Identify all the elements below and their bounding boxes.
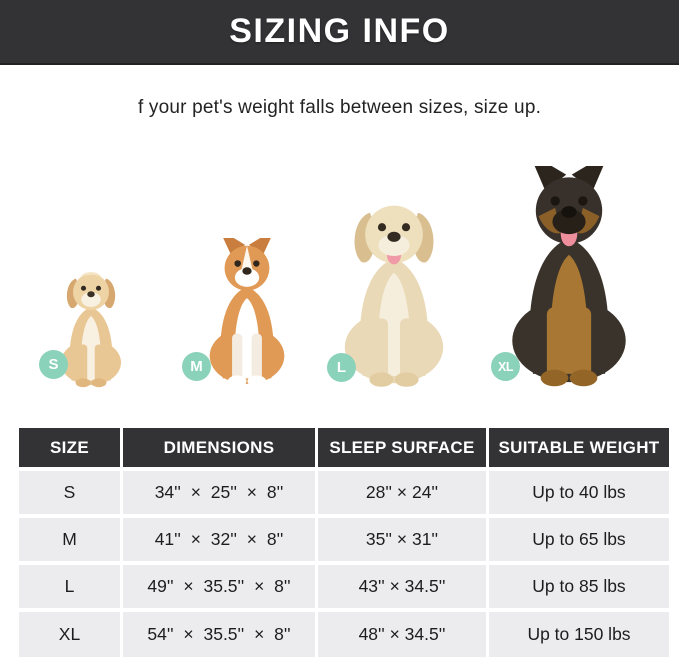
row-xl-sleep-surface: 48'' × 34.5'' — [318, 612, 486, 657]
title-banner: SIZING INFO — [0, 0, 679, 65]
golden-retriever-illustration — [344, 205, 444, 387]
dog-photo-small — [46, 268, 136, 388]
sizing-table: SIZE DIMENSIONS SLEEP SURFACE SUITABLE W… — [19, 428, 669, 657]
row-l-suitable-weight: Up to 85 lbs — [489, 565, 669, 608]
row-s-sleep-surface: 28'' × 24'' — [318, 471, 486, 514]
fluffy-puppy-illustration — [61, 271, 121, 388]
row-xl-size: XL — [19, 612, 120, 657]
row-m-suitable-weight: Up to 65 lbs — [489, 518, 669, 561]
col-header-suitable-weight: SUITABLE WEIGHT — [489, 428, 669, 467]
size-badge-s: S — [39, 350, 68, 379]
col-header-size: SIZE — [19, 428, 120, 467]
german-shepherd-illustration — [512, 166, 626, 387]
dog-photo-medium — [191, 238, 303, 388]
dog-photo-xlarge — [486, 166, 652, 388]
row-l-sleep-surface: 43'' × 34.5'' — [318, 565, 486, 608]
size-badge-l: L — [327, 353, 356, 382]
col-header-dimensions: DIMENSIONS — [123, 428, 315, 467]
size-badge-m: M — [182, 352, 211, 381]
sizing-advice-text: f your pet's weight falls between sizes,… — [137, 97, 542, 118]
size-badge-xl: XL — [491, 352, 520, 381]
row-l-dimensions: 49'' × 35.5'' × 8'' — [123, 565, 315, 608]
row-s-size: S — [19, 471, 120, 514]
page-title: SIZING INFO — [229, 12, 450, 50]
corgi-illustration — [209, 238, 285, 387]
row-s-suitable-weight: Up to 40 lbs — [489, 471, 669, 514]
row-m-sleep-surface: 35'' × 31'' — [318, 518, 486, 561]
dog-photo-large — [322, 196, 466, 388]
row-s-dimensions: 34'' × 25'' × 8'' — [123, 471, 315, 514]
row-l-size: L — [19, 565, 120, 608]
row-m-dimensions: 41'' × 32'' × 8'' — [123, 518, 315, 561]
row-xl-suitable-weight: Up to 150 lbs — [489, 612, 669, 657]
row-xl-dimensions: 54'' × 35.5'' × 8'' — [123, 612, 315, 657]
col-header-sleep-surface: SLEEP SURFACE — [318, 428, 486, 467]
row-m-size: M — [19, 518, 120, 561]
